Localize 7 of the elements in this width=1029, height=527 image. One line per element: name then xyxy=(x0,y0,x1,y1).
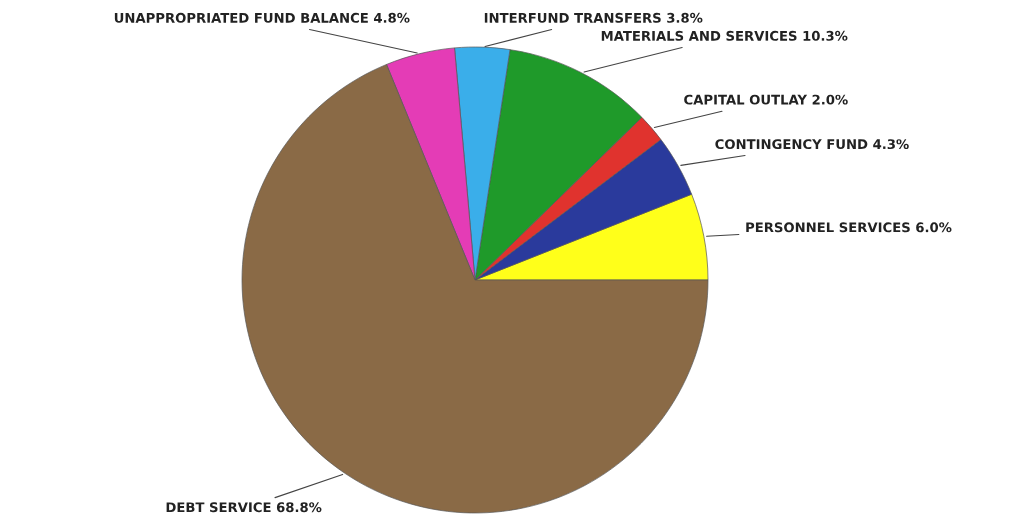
slice-label: PERSONNEL SERVICES 6.0% xyxy=(746,222,952,233)
slice-label: INTERFUND TRANSFERS 3.8% xyxy=(484,12,703,23)
slice-label: MATERIALS AND SERVICES 10.3% xyxy=(601,30,848,41)
slice-label: CONTINGENCY FUND 4.3% xyxy=(715,139,909,150)
slice-label: CAPITAL OUTLAY 2.0% xyxy=(684,94,848,105)
slice-label: UNAPPROPRIATED FUND BALANCE 4.8% xyxy=(114,12,410,23)
slice-label: DEBT SERVICE 68.8% xyxy=(166,502,322,513)
